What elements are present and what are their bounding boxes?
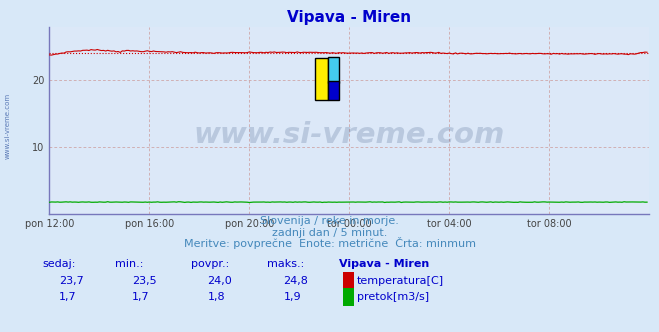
Text: www.si-vreme.com: www.si-vreme.com — [194, 122, 505, 149]
Text: pretok[m3/s]: pretok[m3/s] — [357, 292, 429, 302]
Text: Meritve: povprečne  Enote: metrične  Črta: minmum: Meritve: povprečne Enote: metrične Črta:… — [183, 237, 476, 249]
Text: sedaj:: sedaj: — [43, 259, 76, 269]
Text: 1,8: 1,8 — [208, 292, 225, 302]
FancyBboxPatch shape — [328, 81, 339, 100]
Text: Vipava - Miren: Vipava - Miren — [339, 259, 430, 269]
Text: min.:: min.: — [115, 259, 144, 269]
Text: 23,5: 23,5 — [132, 276, 156, 286]
Text: 1,9: 1,9 — [283, 292, 301, 302]
Text: Slovenija / reke in morje.: Slovenija / reke in morje. — [260, 216, 399, 226]
Text: 1,7: 1,7 — [132, 292, 150, 302]
Text: 24,8: 24,8 — [283, 276, 308, 286]
Text: 24,0: 24,0 — [208, 276, 233, 286]
Text: 23,7: 23,7 — [59, 276, 84, 286]
Text: zadnji dan / 5 minut.: zadnji dan / 5 minut. — [272, 228, 387, 238]
Text: temperatura[C]: temperatura[C] — [357, 276, 444, 286]
FancyBboxPatch shape — [315, 58, 328, 100]
Title: Vipava - Miren: Vipava - Miren — [287, 10, 411, 25]
Text: maks.:: maks.: — [267, 259, 304, 269]
Text: povpr.:: povpr.: — [191, 259, 229, 269]
Text: 1,7: 1,7 — [59, 292, 77, 302]
Text: www.si-vreme.com: www.si-vreme.com — [5, 93, 11, 159]
FancyBboxPatch shape — [328, 56, 339, 83]
